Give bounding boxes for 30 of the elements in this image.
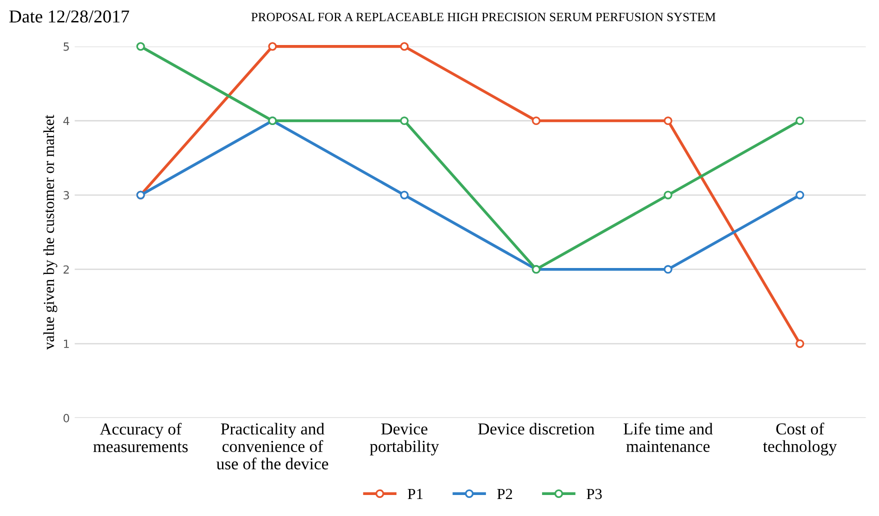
point: [664, 116, 672, 126]
point: [136, 42, 145, 51]
y-tick-label: 3: [64, 191, 69, 200]
legend-label: P1: [408, 488, 423, 499]
y-axis-title: value given by the customer or market: [43, 114, 58, 350]
point: [268, 42, 277, 51]
chart-title: PROPOSAL FOR A REPLACEABLE HIGH PRECISION SERUM PERFUSION SYSTEM: [251, 12, 716, 22]
y-tick-label: 4: [63, 116, 70, 125]
legend-label: P2: [497, 488, 512, 499]
x-tick-label: Cost of technology: [763, 422, 837, 456]
point: [664, 265, 672, 274]
point: [796, 116, 804, 126]
point: [400, 116, 409, 126]
point: [532, 116, 540, 126]
x-tick-label: Accuracy of measurements: [93, 422, 188, 452]
x-tick-label: Device portability: [370, 423, 439, 456]
point: [796, 190, 804, 200]
y-tick-label: 2: [64, 265, 69, 274]
text: Date 12/28/2017: [9, 10, 130, 23]
y-tick-label: 5: [64, 42, 69, 51]
point: [400, 42, 409, 51]
y-tick-label: 0: [64, 414, 70, 422]
x-tick-label: Practicality and convenience of use of the device: [216, 422, 328, 470]
legend-label: P3: [586, 488, 602, 500]
point: [664, 190, 672, 200]
point: [400, 190, 409, 200]
y-tick-label: 1: [64, 340, 69, 348]
x-tick-label: Device discretion: [478, 422, 594, 435]
point: [796, 339, 804, 348]
x-tick-label: Life time and maintenance: [624, 422, 713, 452]
